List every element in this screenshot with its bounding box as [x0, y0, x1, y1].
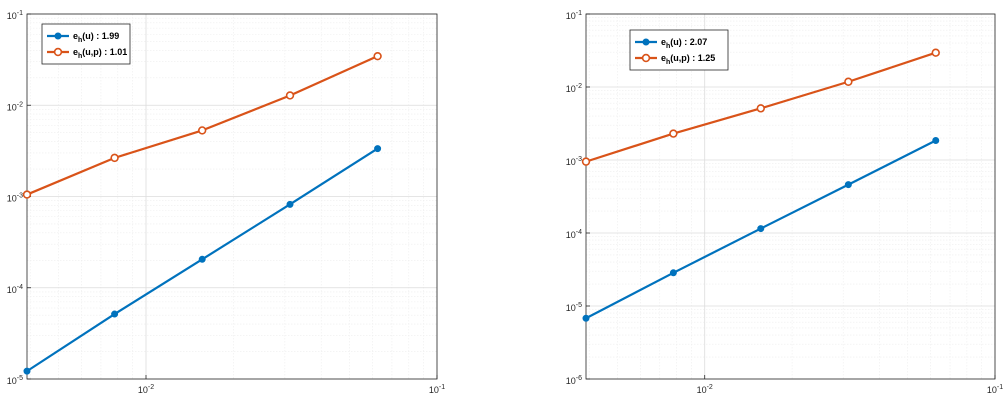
data-point: [844, 181, 852, 189]
data-point: [669, 129, 678, 138]
data-point: [757, 225, 765, 233]
data-point: [198, 255, 206, 263]
legend-label: eh(u) : 1.99: [73, 31, 119, 44]
data-point: [110, 153, 119, 163]
grid: [586, 13, 996, 380]
data-point: [582, 314, 590, 322]
plot-area: [586, 14, 995, 379]
legend-box: [629, 29, 729, 71]
legend-marker: [642, 38, 650, 46]
y-tick-label: 10-5: [566, 302, 582, 313]
series-2: [22, 51, 382, 199]
y-tick-label: 10-4: [566, 229, 582, 240]
data-point: [22, 190, 32, 199]
series-1: [582, 136, 940, 322]
data-point: [111, 310, 119, 318]
data-point: [844, 77, 853, 86]
legend-marker: [54, 32, 62, 40]
y-tick-label: 10-4: [7, 284, 23, 295]
legend: eh(u) : 1.99 eh(u,p) : 1.01: [41, 23, 131, 65]
data-point: [932, 136, 940, 144]
series-1: [23, 145, 382, 375]
data-point: [286, 200, 294, 208]
chart-2: 10-2 10-1 10-6 10-5 10-4 10-3 10-2 10-1 eh(u) : …: [566, 10, 1003, 395]
x-tick-label: 10-1: [987, 384, 1003, 395]
legend: eh(u) : 2.07 eh(u,p) : 1.25: [629, 29, 729, 71]
y-tick-label: 10-5: [7, 375, 23, 386]
data-point: [581, 157, 591, 166]
data-point: [373, 51, 382, 61]
y-tick-label: 10-2: [7, 101, 23, 112]
data-point: [669, 269, 677, 277]
y-tick-label: 10-6: [566, 375, 582, 386]
legend-marker: [641, 53, 651, 63]
y-tick-label: 10-1: [566, 10, 582, 21]
y-tick-label: 10-3: [7, 193, 23, 204]
y-tick-label: 10-3: [566, 156, 582, 167]
legend-box: [41, 23, 131, 65]
x-tick-label: 10-2: [697, 384, 713, 395]
legend-label: eh(u,p) : 1.01: [73, 47, 127, 60]
axes-box: [585, 13, 996, 380]
data-point: [197, 126, 207, 135]
data-point: [374, 145, 382, 153]
legend-label: eh(u,p) : 1.25: [661, 53, 715, 66]
series-2: [581, 48, 940, 166]
data-point: [23, 367, 31, 375]
data-point: [756, 104, 765, 113]
y-tick-label: 10-1: [7, 10, 23, 21]
x-tick-label: 10-2: [138, 384, 154, 395]
x-tick-label: 10-1: [429, 384, 445, 395]
y-tick-label: 10-2: [566, 83, 582, 94]
data-point: [285, 91, 295, 100]
legend-marker: [53, 47, 63, 57]
chart-1: 10-2 10-1 10-5 10-4 10-3 10-2 10-1 eh(u) : 1.99…: [7, 10, 445, 395]
data-point: [931, 48, 940, 57]
legend-label: eh(u) : 2.07: [661, 37, 707, 50]
